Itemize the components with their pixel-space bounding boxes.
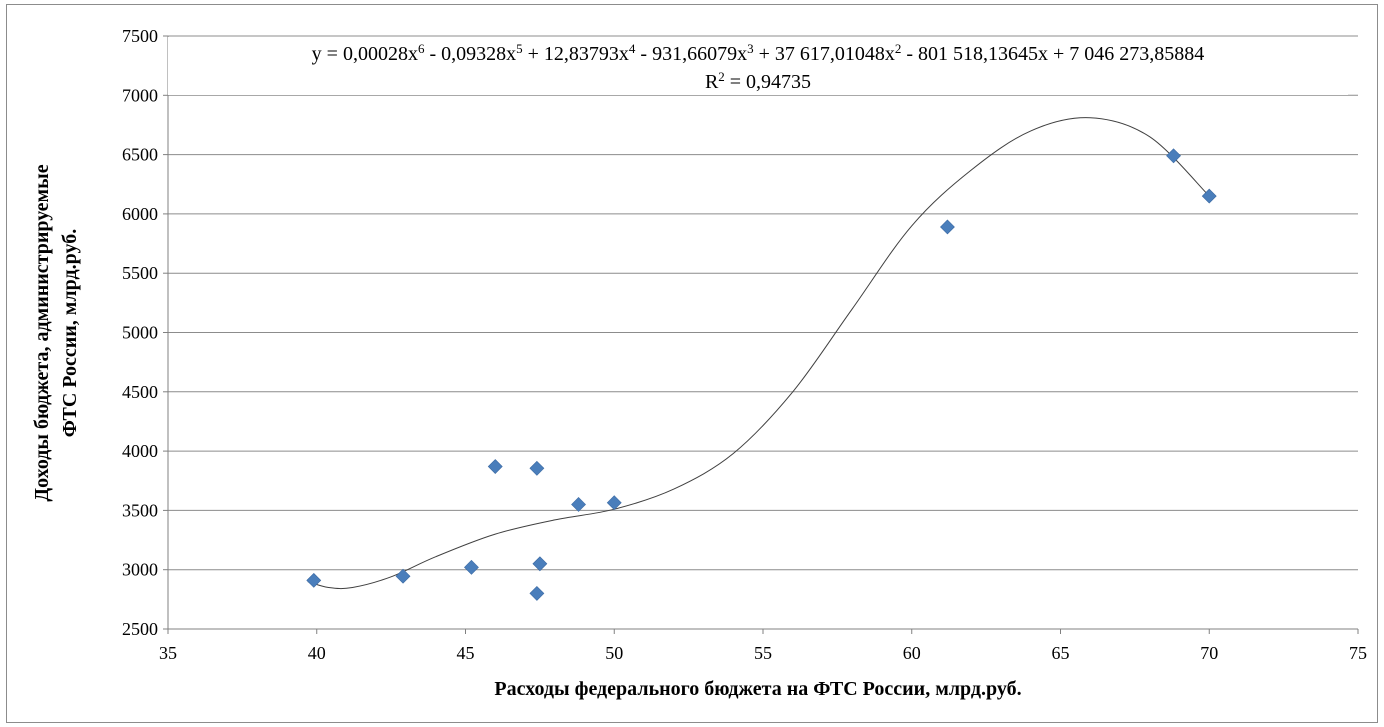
equation-exponent-2: 5 [516, 41, 523, 56]
data-points [306, 148, 1217, 601]
trendline-curve [307, 117, 1210, 590]
axes [167, 36, 1358, 630]
data-point-2 [395, 568, 411, 584]
y-tick-labels: 2500 3000 3500 4000 4500 5000 5500 6000 6500 7000… [122, 26, 158, 639]
data-point-12 [1201, 188, 1217, 204]
x-tick-label-40: 40 [308, 643, 326, 663]
data-point-5 [529, 460, 545, 476]
r-squared: R2 = 0,94735 [705, 69, 811, 94]
data-point-6 [532, 556, 548, 572]
y-tick-label-7500: 7500 [122, 26, 158, 46]
data-point-8 [571, 497, 586, 512]
equation-box [168, 37, 1348, 95]
y-tick-label-3500: 3500 [122, 500, 158, 520]
x-tick-label-75: 75 [1349, 643, 1367, 663]
y-tick-label-6500: 6500 [122, 145, 158, 165]
x-axis-title: Расходы федерального бюджета на ФТС Росс… [494, 678, 1021, 700]
equation-exponent-1: 6 [418, 41, 425, 56]
x-tick-label-45: 45 [457, 643, 475, 663]
equation-exponent-3: 4 [629, 41, 636, 56]
equation-term-3: + 12,83793x [523, 43, 629, 65]
x-tick-label-50: 50 [605, 643, 623, 663]
data-point-4 [487, 459, 503, 474]
x-tick-label-35: 35 [159, 643, 177, 663]
equation-term-1: y = 0,00028x [312, 43, 418, 65]
equation-term-2: - 0,09328x [424, 43, 516, 65]
y-axis-title: Доходы бюджета, администрируемые ФТС Рос… [31, 164, 81, 501]
x-tick-label-55: 55 [754, 643, 772, 663]
x-tick-label-65: 65 [1052, 643, 1070, 663]
data-point-11 [1166, 148, 1181, 164]
r2-value: = 0,94735 [725, 71, 811, 93]
x-tick-label-60: 60 [903, 643, 921, 663]
x-tick-labels: 35 40 45 50 55 60 65 70 75 [159, 643, 1367, 663]
x-tick-label-70: 70 [1200, 643, 1218, 663]
equation-term-4: - 931,66079x [635, 43, 747, 65]
y-tick-label-6000: 6000 [122, 204, 158, 224]
data-point-7 [529, 585, 545, 601]
chart-frame [6, 4, 1378, 723]
y-axis-title-line1: Доходы бюджета, администрируемые [31, 164, 53, 501]
y-tick-label-4500: 4500 [122, 382, 158, 402]
y-tick-label-2500: 2500 [122, 619, 158, 639]
data-point-9 [606, 495, 622, 511]
y-tick-label-3000: 3000 [122, 560, 158, 580]
y-tick-label-5000: 5000 [122, 323, 158, 343]
equation-exponent-4: 3 [747, 41, 754, 56]
data-point-1 [306, 572, 322, 588]
data-point-10 [940, 219, 955, 235]
r2-exponent: 2 [718, 69, 725, 84]
trendline [307, 117, 1210, 590]
equation-exponent-5: 2 [895, 41, 902, 56]
y-tick-label-7000: 7000 [122, 85, 158, 105]
r2-symbol: R [705, 71, 719, 93]
data-point-3 [464, 559, 479, 575]
y-tick-label-5500: 5500 [122, 263, 158, 283]
equation-term-6: - 801 518,13645x + 7 046 273,85884 [901, 43, 1204, 65]
trendline-equation: y = 0,00028x6 - 0,09328x5 + 12,83793x4 -… [312, 41, 1205, 66]
y-tick-label-4000: 4000 [122, 441, 158, 461]
y-axis-title-line2: ФТС России, млрд.руб. [59, 229, 81, 437]
gridlines [163, 35, 1359, 634]
equation-term-5: + 37 617,01048x [754, 43, 895, 65]
